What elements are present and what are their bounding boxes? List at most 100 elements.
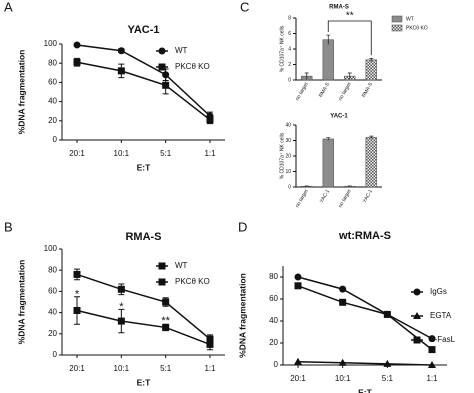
error-bar: [347, 72, 352, 80]
error-bar: [304, 185, 309, 187]
error-bar: [369, 135, 374, 139]
x-tick-label: no target: [338, 81, 353, 102]
y-tick-label: 40: [48, 97, 57, 106]
legend-label: PKCθ KO: [175, 277, 210, 286]
marker: [117, 67, 125, 75]
error-bar: [369, 57, 374, 62]
marker: [73, 306, 81, 314]
x-tick-label: 5:1: [160, 364, 172, 373]
y-tick-label: 30: [285, 138, 291, 144]
bar: [365, 59, 377, 81]
y-tick-label: 20: [48, 116, 57, 125]
chart-title: RMA-S: [125, 231, 161, 243]
marker: [73, 41, 81, 49]
x-tick-label: 10:1: [114, 149, 130, 158]
y-tick-label: 80: [269, 272, 278, 281]
y-tick-label: 0: [288, 184, 291, 190]
y-tick-label: 20: [285, 153, 291, 159]
significance-bracket: [327, 20, 372, 56]
marker: [73, 270, 81, 278]
marker: [158, 47, 166, 55]
marker: [294, 282, 302, 290]
marker: [158, 278, 166, 286]
legend-label: α-FasL: [430, 335, 456, 344]
x-tick-label: no target: [295, 188, 310, 209]
marker: [428, 335, 436, 343]
y-tick-label: 0: [53, 135, 58, 144]
y-tick-label: 2: [288, 62, 291, 68]
x-tick-label: 20:1: [290, 374, 306, 383]
y-tick-label: 100: [44, 39, 58, 48]
marker: [162, 298, 170, 306]
annotation: **: [161, 315, 170, 327]
chart-title: RMA-S: [329, 5, 349, 11]
error-bar: [347, 185, 352, 187]
series-line: [76, 44, 211, 117]
x-axis-label: E:T: [137, 377, 152, 387]
x-axis-label: E:T: [137, 162, 152, 172]
marker: [158, 63, 166, 71]
y-tick-label: 100: [44, 244, 58, 253]
legend-label: WT: [406, 16, 414, 22]
x-tick-label: 5:1: [160, 149, 172, 158]
marker: [294, 357, 302, 365]
chart-title: YAC-1: [330, 114, 348, 120]
x-tick-label: 1:1: [426, 374, 438, 383]
x-tick-label: 1:1: [204, 149, 216, 158]
x-tick-label: RMA-S: [361, 81, 375, 99]
marker: [413, 288, 421, 296]
x-tick-label: YAC-1: [319, 188, 331, 204]
annotation: *: [75, 288, 80, 300]
legend-label: EGTA: [430, 311, 452, 320]
series-line: [76, 273, 211, 340]
legend-swatch: [391, 15, 403, 23]
x-tick-label: 10:1: [114, 364, 130, 373]
x-tick-label: no target: [295, 81, 310, 102]
x-axis-label: E:T: [358, 387, 373, 393]
panel-label: A: [4, 0, 13, 14]
marker: [162, 323, 170, 331]
legend-label: WT: [175, 46, 188, 55]
marker: [339, 298, 347, 306]
x-tick-label: RMA-S: [318, 81, 332, 99]
y-tick-label: 40: [48, 308, 57, 317]
legend-label: IgGs: [430, 287, 447, 296]
marker: [339, 285, 347, 293]
x-tick-label: 10:1: [335, 374, 351, 383]
marker: [413, 336, 421, 344]
marker: [383, 359, 392, 367]
series-line: [76, 61, 211, 121]
legend-swatch: [391, 24, 403, 32]
y-tick-label: 4: [288, 46, 291, 52]
y-axis-label: % CD107a⁺ NK cells: [279, 132, 285, 179]
series-line: [76, 309, 211, 346]
y-tick-label: 0: [53, 350, 58, 359]
series-line: [297, 285, 433, 351]
bar: [322, 138, 334, 188]
y-tick-label: 20: [269, 338, 278, 347]
y-axis-label: %DNA fragmentation: [16, 260, 26, 345]
y-tick-label: 60: [48, 78, 57, 87]
marker: [117, 47, 125, 55]
y-tick-label: 40: [285, 122, 291, 128]
marker: [158, 262, 166, 270]
panel-label: D: [238, 219, 247, 234]
series-line: [297, 360, 433, 366]
bar: [365, 137, 377, 188]
y-tick-label: 10: [285, 169, 291, 175]
y-axis-label: %DNA fragmentation: [237, 273, 247, 358]
y-tick-label: 0: [274, 360, 279, 369]
marker: [428, 346, 436, 354]
annotation: **: [346, 11, 354, 22]
legend-label: WT: [175, 261, 188, 270]
legend-label: PKCθ KO: [175, 62, 210, 71]
marker: [117, 317, 125, 325]
y-tick-label: 0: [288, 77, 291, 83]
series-line: [297, 276, 433, 340]
y-tick-label: 20: [48, 329, 57, 338]
x-tick-label: 20:1: [69, 364, 85, 373]
marker: [428, 361, 436, 368]
error-bar: [326, 137, 331, 141]
y-tick-label: 40: [269, 316, 278, 325]
marker: [206, 340, 214, 348]
